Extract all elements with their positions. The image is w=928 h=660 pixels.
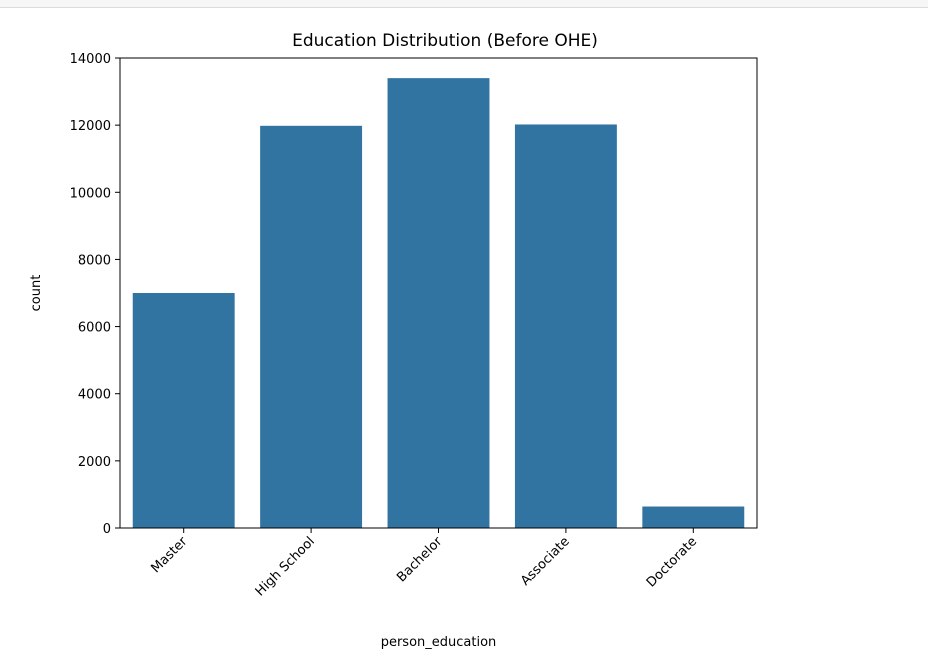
plot-frame [119,57,758,529]
x-tick-label: Doctorate [644,534,700,590]
bar-bachelor [387,78,490,529]
x-tick-label: Associate [518,534,573,589]
x-tick-label: Bachelor [394,534,446,586]
y-tick-label: 4000 [78,388,111,403]
bar-master [132,293,235,528]
top-panel-edge [0,0,928,8]
bars-group [132,78,745,529]
bar-high-school [260,125,363,529]
y-tick-label: 8000 [78,253,111,268]
y-tick-label: 14000 [70,52,111,67]
y-tick-label: 6000 [78,321,111,336]
y-axis-ticks: 0 2000 4000 6000 8000 10000 12000 14000 [70,52,120,537]
bar-associate [514,124,617,528]
x-axis-ticks: Master High School Bachelor Associate Doctor… [149,528,700,599]
y-tick-label: 10000 [70,186,111,201]
y-tick-label: 12000 [70,119,111,134]
chart-title: Education Distribution (Before OHE) [292,31,598,51]
y-tick-label: 0 [103,522,111,537]
x-tick-label: Master [149,534,191,576]
y-axis-label: count [29,275,44,312]
x-tick-label: High School [253,534,318,599]
x-axis-label: person_education [381,635,497,650]
y-tick-label: 2000 [78,455,111,470]
bar-doctorate [642,506,745,528]
